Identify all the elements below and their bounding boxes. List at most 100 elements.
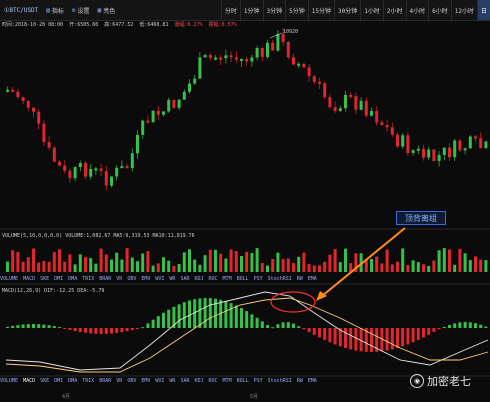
tab-wr[interactable]: WR — [169, 378, 176, 384]
volume-bar — [479, 259, 483, 272]
chart-icon: ▥ — [46, 6, 50, 14]
tab-brar[interactable]: BRAR — [99, 276, 112, 282]
tab-ema[interactable]: EMA — [307, 378, 317, 384]
tab-boll[interactable]: BOLL — [236, 276, 249, 282]
tab-mtm[interactable]: MTM — [222, 378, 232, 384]
macd-bar — [68, 328, 72, 330]
tab-ema[interactable]: EMA — [307, 276, 317, 282]
candle-body — [125, 166, 129, 169]
volume-bar — [484, 260, 488, 272]
tab-timeframe[interactable]: 30分钟 — [334, 0, 360, 20]
tab-timeframe[interactable]: 5分钟 — [285, 0, 308, 20]
volume-info: VOLUME(5,10,0,0,0,0) VOLUME:1,082.67 MA5… — [2, 233, 195, 239]
tab-vr[interactable]: VR — [116, 378, 123, 384]
high-marker-line — [269, 32, 283, 39]
candle-body — [302, 63, 306, 68]
tab-dma[interactable]: DMA — [68, 276, 78, 282]
macd-bar — [78, 328, 82, 333]
candle-body — [224, 55, 228, 59]
tab-stochrsi[interactable]: StochRSI — [267, 276, 292, 282]
macd-bar — [318, 328, 321, 338]
tab-volume[interactable]: VOLUME — [0, 378, 19, 384]
tab-volume[interactable]: VOLUME — [0, 276, 19, 282]
tab-wvi[interactable]: WVI — [155, 276, 165, 282]
tab-timeframe[interactable]: 15分钟 — [307, 0, 334, 20]
tab-timeframe[interactable]: 2小时 — [382, 0, 406, 20]
volume-bar — [297, 256, 301, 272]
tab-obv[interactable]: OBV — [127, 276, 137, 282]
macd-bar — [120, 328, 124, 333]
tab-stochrsi[interactable]: StochRSI — [267, 378, 292, 384]
candle-body — [385, 124, 389, 128]
tab-dmi[interactable]: DMI — [54, 378, 64, 384]
macd-bar — [302, 328, 306, 330]
info-time: 时间:2018-10-28 08:00 — [2, 22, 64, 28]
tab-timeframe[interactable]: 6小时 — [428, 0, 451, 20]
settings-label: 设置 — [77, 7, 90, 15]
tab-timeframe[interactable]: 分时 — [220, 0, 240, 20]
tab-sar[interactable]: SAR — [180, 276, 190, 282]
tab-sar[interactable]: SAR — [180, 378, 190, 384]
candle-body — [151, 110, 155, 123]
tab-timeframe[interactable]: 3分钟 — [262, 0, 286, 20]
volume-bar — [172, 265, 176, 272]
tab-kdj[interactable]: KDJ — [194, 276, 204, 282]
theme-button[interactable]: ▣ 亮色 — [94, 6, 120, 15]
macd-bar — [416, 328, 420, 340]
tab-psy[interactable]: PSY — [253, 276, 263, 282]
tab-ske[interactable]: SKE — [40, 276, 50, 282]
tab-timeframe[interactable]: 12小时 — [450, 0, 477, 20]
macd-bar — [286, 322, 290, 328]
indicator-button[interactable]: ▥ 指标 — [42, 6, 68, 15]
volume-bar — [84, 257, 87, 272]
macd-bar — [115, 328, 119, 333]
macd-bar — [219, 299, 223, 328]
tab-boll[interactable]: BOLL — [236, 378, 249, 384]
volume-bar — [255, 248, 259, 272]
candle-body — [120, 166, 124, 169]
settings-button[interactable]: ⚙ 设置 — [68, 6, 94, 15]
tab-dma[interactable]: DMA — [68, 378, 78, 384]
symbol-selector[interactable]: ①BTC/USDT — [4, 6, 39, 14]
tab-wr[interactable]: WR — [169, 276, 176, 282]
tab-emv[interactable]: EMV — [141, 378, 151, 384]
tab-emv[interactable]: EMV — [141, 276, 151, 282]
candlestick-series — [6, 28, 488, 191]
candle-body — [68, 170, 72, 179]
tab-trix[interactable]: TRIX — [82, 276, 95, 282]
macd-bar — [323, 328, 327, 340]
tab-roc[interactable]: ROC — [208, 378, 218, 384]
tab-rw[interactable]: RW — [296, 276, 303, 282]
tab-psy[interactable]: PSY — [253, 378, 263, 384]
tab-rw[interactable]: RW — [296, 378, 303, 384]
volume-bar — [468, 260, 472, 272]
macd-bar — [312, 328, 316, 335]
tab-timeframe-active[interactable]: 日 — [476, 0, 490, 20]
candle-body — [172, 99, 176, 108]
tab-dmi[interactable]: DMI — [54, 276, 64, 282]
tab-trix[interactable]: TRIX — [82, 378, 95, 384]
macd-bar — [21, 324, 25, 328]
macd-bar — [427, 328, 431, 335]
macd-bar — [182, 302, 186, 328]
volume-bar — [302, 252, 306, 272]
tab-kdj[interactable]: KDJ — [194, 378, 204, 384]
candle-body — [354, 96, 358, 110]
candle-body — [6, 89, 9, 92]
tab-macd-active[interactable]: MACD — [23, 378, 36, 384]
tab-ske[interactable]: SKE — [40, 378, 50, 384]
tab-roc[interactable]: ROC — [208, 276, 218, 282]
tab-timeframe[interactable]: 1小时 — [360, 0, 383, 20]
tab-timeframe[interactable]: 4小时 — [405, 0, 429, 20]
tab-vr[interactable]: VR — [116, 276, 123, 282]
tab-brar[interactable]: BRAR — [99, 378, 112, 384]
candle-body — [52, 147, 56, 162]
volume-bar — [47, 261, 51, 272]
tab-timeframe[interactable]: 1分钟 — [239, 0, 263, 20]
tab-mtm[interactable]: MTM — [222, 276, 232, 282]
tab-obv[interactable]: OBV — [127, 378, 137, 384]
tab-macd[interactable]: MACD — [23, 276, 36, 282]
volume-bar — [344, 248, 347, 272]
tab-wvi[interactable]: WVI — [155, 378, 165, 384]
